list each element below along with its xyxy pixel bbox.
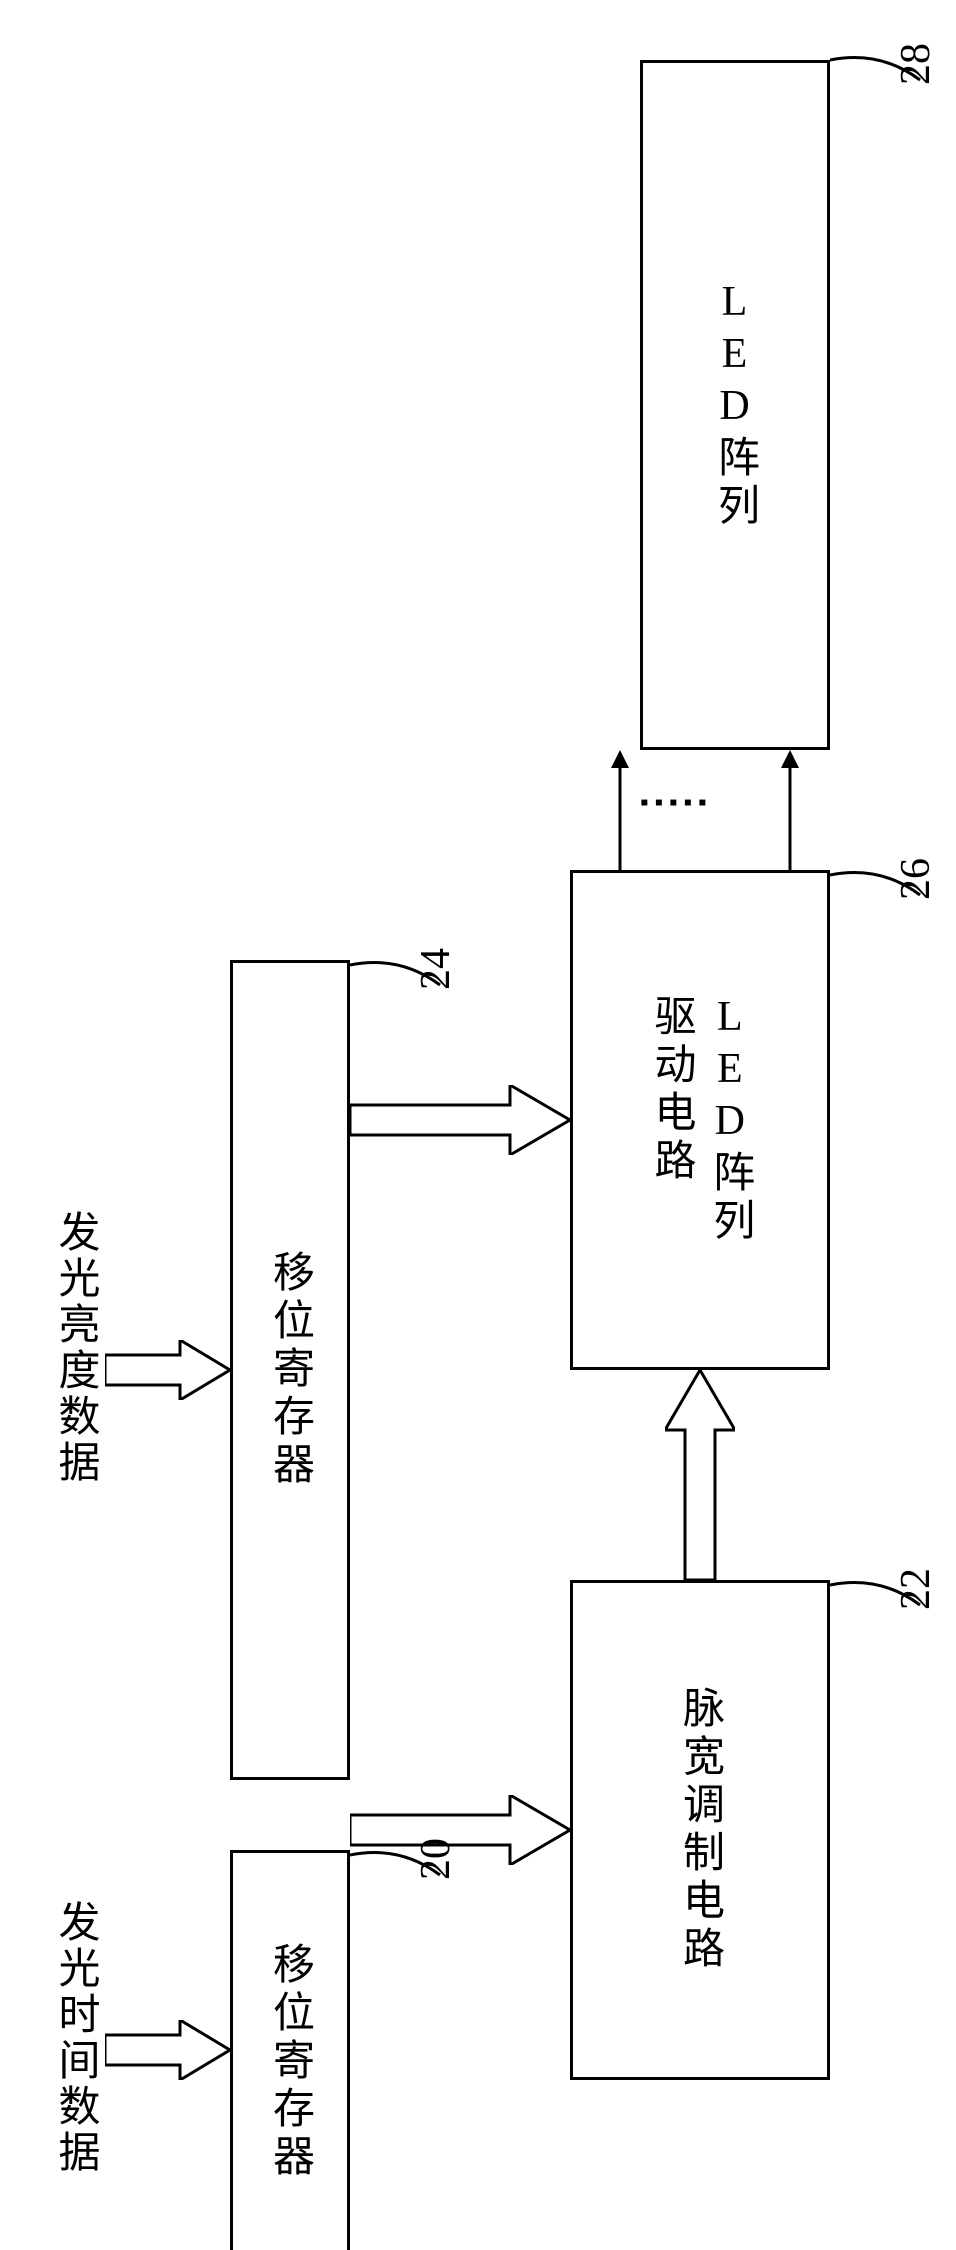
ref-24: 24: [412, 948, 460, 990]
block-led-array: LED阵列: [640, 60, 830, 750]
block-shift-reg-b-text: 移位寄存器: [260, 1942, 321, 2182]
dots-between-arrows: ▪▪▪▪▪: [640, 790, 713, 817]
label-time: 发光时间数据: [45, 1900, 106, 2176]
block-pwm-text: 脉宽调制电路: [670, 1686, 731, 1974]
label-brightness: 发光亮度数据: [45, 1210, 106, 1486]
block-pwm: 脉宽调制电路: [570, 1580, 830, 2080]
block-shift-reg-b: 移位寄存器: [230, 1850, 350, 2250]
arrow-brightness-to-shiftreg: [105, 1340, 230, 1400]
block-shift-reg-a-text: 移位寄存器: [260, 1250, 321, 1490]
arrow-shiftreg-to-driver: [350, 1085, 570, 1155]
block-driver: LED阵列驱动电路: [570, 870, 830, 1370]
ref-22: 22: [892, 1568, 940, 1610]
ref-28: 28: [892, 43, 940, 85]
block-shift-reg-a: 移位寄存器: [230, 960, 350, 1780]
block-led-array-text: LED阵列: [705, 279, 766, 531]
ref-26: 26: [892, 858, 940, 900]
arrow-time-to-shiftreg: [105, 2020, 230, 2080]
arrow-driver-to-led-right: [775, 750, 805, 870]
block-driver-text: LED阵列驱动电路: [641, 994, 759, 1246]
arrow-pwm-to-driver: [665, 1370, 735, 1580]
arrow-shiftreg-to-pwm: [350, 1795, 570, 1865]
arrow-driver-to-led-left: [605, 750, 635, 870]
